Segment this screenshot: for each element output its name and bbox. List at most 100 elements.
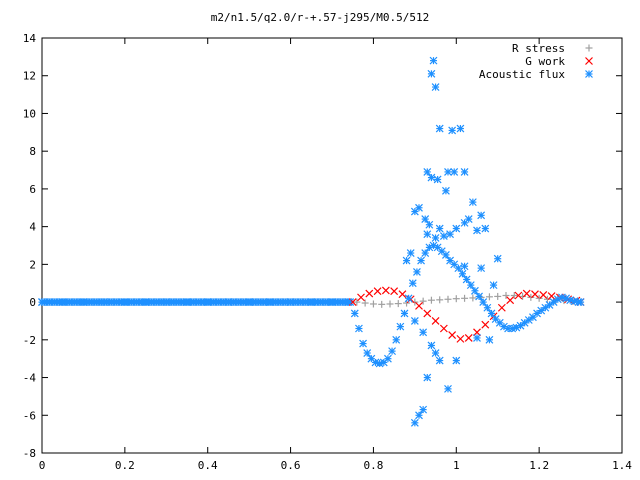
marker-stroke — [435, 124, 444, 133]
legend-label: Acoustic flux — [479, 68, 565, 81]
marker-stroke — [479, 298, 488, 307]
data-point — [477, 264, 486, 273]
data-point — [404, 294, 413, 303]
data-point — [514, 291, 523, 300]
marker-stroke — [381, 286, 390, 295]
data-point — [494, 292, 502, 300]
data-point — [413, 267, 421, 276]
marker-stroke — [433, 175, 442, 184]
data-point — [431, 83, 440, 91]
marker-stroke — [79, 298, 88, 307]
data-point — [224, 298, 233, 307]
data-point — [429, 56, 438, 65]
data-point — [417, 256, 425, 265]
marker-stroke — [245, 298, 254, 307]
data-point — [466, 281, 475, 290]
series-acoustic-flux — [38, 56, 585, 427]
data-point — [464, 334, 473, 342]
data-point — [461, 294, 469, 302]
chart-title: m2/n1.5/q2.0/r-+.57-j295/M0.5/512 — [211, 11, 430, 24]
legend-marker — [585, 57, 593, 65]
marker-stroke — [328, 298, 336, 307]
marker-stroke — [448, 331, 457, 340]
legend-marker — [585, 70, 593, 78]
data-point — [448, 126, 457, 135]
marker-stroke — [446, 230, 454, 239]
marker-stroke — [408, 279, 417, 288]
marker-stroke — [429, 241, 438, 250]
data-point — [431, 317, 440, 325]
data-point — [427, 341, 436, 350]
data-point — [524, 316, 533, 324]
y-tick-label: 10 — [23, 107, 36, 120]
data-point — [141, 298, 150, 307]
series-g-work — [348, 286, 585, 343]
marker-stroke — [224, 298, 233, 307]
x-tick-label: 0.4 — [198, 459, 218, 472]
marker-stroke — [481, 224, 490, 233]
marker-stroke — [539, 290, 548, 299]
data-point — [477, 211, 486, 220]
marker-stroke — [431, 83, 440, 91]
marker-stroke — [477, 211, 486, 220]
data-point — [531, 290, 539, 299]
data-point — [431, 234, 440, 242]
data-point — [446, 230, 454, 239]
marker-stroke — [58, 298, 67, 307]
marker-stroke — [500, 322, 508, 331]
data-point — [344, 298, 353, 307]
data-point — [359, 339, 367, 348]
marker-stroke — [100, 298, 109, 307]
data-point — [390, 287, 399, 296]
data-point — [423, 230, 432, 239]
marker-stroke — [162, 298, 171, 307]
marker-stroke — [431, 317, 440, 325]
data-point — [452, 224, 461, 233]
data-point — [506, 296, 515, 305]
marker-stroke — [464, 334, 473, 342]
marker-stroke — [392, 335, 401, 344]
data-point — [439, 324, 448, 333]
data-point — [419, 328, 428, 337]
marker-stroke — [417, 256, 425, 265]
data-point — [245, 298, 254, 307]
marker-stroke — [514, 291, 523, 300]
marker-stroke — [437, 247, 446, 256]
data-point — [406, 249, 415, 257]
marker-stroke — [585, 57, 593, 65]
marker-stroke — [265, 298, 274, 307]
data-point — [456, 334, 465, 343]
data-point — [423, 373, 432, 382]
marker-stroke — [406, 249, 415, 257]
data-point — [473, 334, 481, 342]
data-point — [120, 298, 129, 307]
data-point — [203, 298, 212, 307]
marker-stroke — [531, 290, 539, 299]
marker-stroke — [566, 296, 575, 305]
data-point — [419, 405, 428, 414]
data-point — [388, 347, 396, 356]
data-point — [410, 418, 419, 427]
data-point — [427, 69, 436, 78]
data-point — [502, 291, 510, 299]
data-point — [398, 290, 407, 299]
data-point — [535, 294, 543, 302]
data-point — [473, 226, 481, 235]
data-point — [487, 309, 496, 318]
data-point — [519, 292, 527, 300]
marker-stroke — [307, 298, 316, 307]
marker-stroke — [442, 186, 450, 195]
marker-stroke — [400, 309, 409, 318]
data-point — [38, 298, 46, 307]
marker-stroke — [475, 292, 483, 301]
data-point — [421, 249, 430, 257]
data-point — [427, 296, 435, 304]
data-point — [353, 298, 361, 306]
marker-stroke — [423, 309, 432, 318]
marker-stroke — [473, 328, 481, 337]
data-point — [489, 281, 498, 290]
data-point — [58, 298, 67, 307]
marker-stroke — [410, 317, 419, 325]
data-point — [462, 275, 471, 284]
marker-stroke — [396, 322, 405, 331]
